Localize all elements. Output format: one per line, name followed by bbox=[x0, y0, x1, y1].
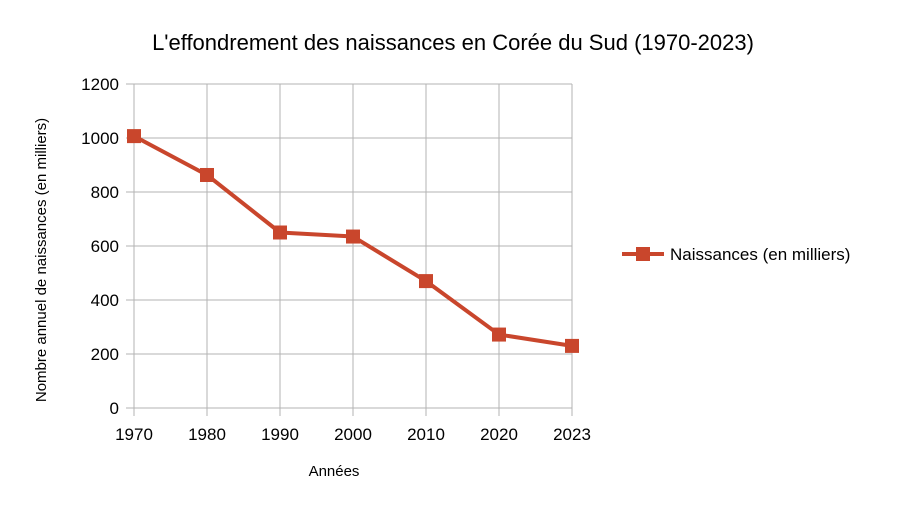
axes bbox=[126, 83, 573, 416]
x-axis-title: Années bbox=[309, 463, 360, 480]
legend-label: Naissances (en milliers) bbox=[670, 245, 850, 264]
legend: Naissances (en milliers) bbox=[622, 245, 850, 264]
x-tick-label: 2010 bbox=[407, 425, 445, 444]
data-point-marker bbox=[419, 274, 433, 289]
y-axis-title: Nombre annuel de naissances (en milliers… bbox=[33, 118, 50, 402]
chart-title: L'effondrement des naissances en Corée d… bbox=[152, 30, 754, 55]
y-tick-label: 0 bbox=[110, 399, 119, 418]
data-point-marker bbox=[492, 327, 506, 342]
series-layer bbox=[127, 129, 579, 353]
data-point-marker bbox=[200, 167, 214, 182]
y-tick-labels: 0 200 400 600 800 1000 1200 bbox=[81, 75, 119, 418]
x-tick-label: 2000 bbox=[334, 425, 372, 444]
data-point-marker bbox=[273, 225, 287, 240]
y-tick-label: 400 bbox=[91, 291, 119, 310]
x-tick-label: 1970 bbox=[115, 425, 153, 444]
y-tick-label: 800 bbox=[91, 183, 119, 202]
x-tick-labels: 1970 1980 1990 2000 2010 2020 2023 bbox=[115, 425, 591, 444]
x-tick-label: 1990 bbox=[261, 425, 299, 444]
gridlines bbox=[133, 83, 573, 409]
y-tick-label: 1200 bbox=[81, 75, 119, 94]
y-tick-label: 200 bbox=[91, 345, 119, 364]
x-tick-label: 2020 bbox=[480, 425, 518, 444]
data-point-marker bbox=[127, 129, 141, 144]
data-point-marker bbox=[565, 338, 579, 353]
legend-marker-swatch bbox=[636, 247, 650, 261]
x-tick-label: 2023 bbox=[553, 425, 591, 444]
y-tick-label: 600 bbox=[91, 237, 119, 256]
x-tick-label: 1980 bbox=[188, 425, 226, 444]
data-point-marker bbox=[346, 229, 360, 244]
y-tick-label: 1000 bbox=[81, 129, 119, 148]
